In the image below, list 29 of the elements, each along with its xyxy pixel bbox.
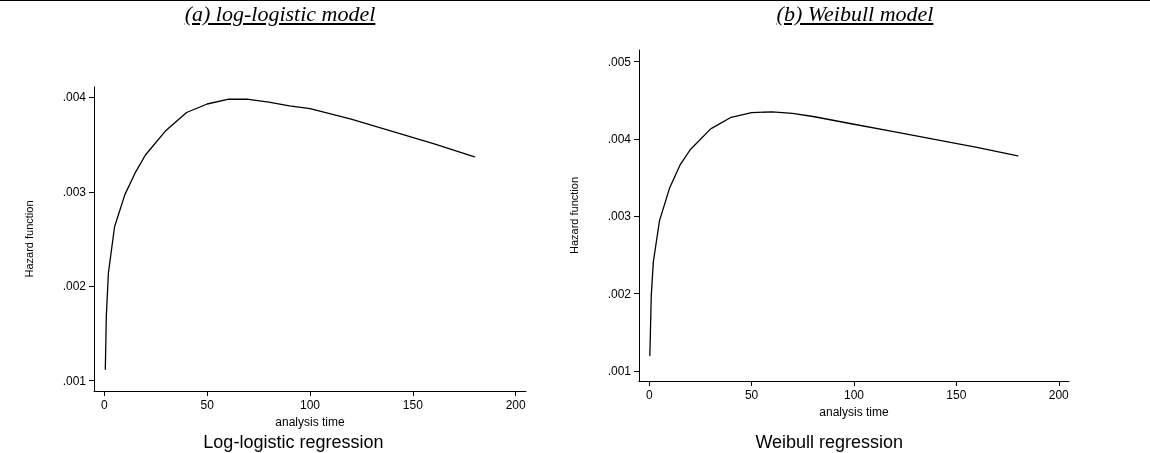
- line-series: [649, 111, 1019, 357]
- chart-title: (a) log-logistic model: [183, 1, 377, 27]
- y-tick-label: .004: [607, 131, 632, 146]
- x-tick-label: 200: [505, 398, 527, 412]
- y-tick-label: .001: [62, 373, 87, 388]
- x-tick-label: 0: [100, 398, 108, 412]
- y-tick-label: .002: [62, 279, 87, 294]
- text: Log-logistic regression: [203, 432, 384, 452]
- y-tick-label: .003: [607, 209, 632, 224]
- chart-title: (b) Weibull model: [775, 1, 935, 27]
- x-tick-label: 100: [299, 398, 321, 412]
- x-tick-label: 150: [402, 398, 424, 412]
- line-series: [104, 98, 476, 370]
- y-axis-title: Hazard function: [567, 176, 580, 255]
- x-tick-label: 200: [1048, 388, 1070, 402]
- x-tick-label: 50: [200, 398, 215, 412]
- x-tick-label: 100: [843, 388, 865, 402]
- x-axis-title: analysis time: [275, 414, 345, 429]
- x-axis-title: analysis time: [819, 404, 889, 419]
- y-tick-label: .003: [62, 184, 87, 199]
- x-tick-label: 150: [946, 388, 967, 402]
- text: Weibull regression: [755, 432, 904, 452]
- x-tick-label: 50: [744, 388, 759, 402]
- y-axis-title: Hazard function: [22, 200, 35, 278]
- x-tick-label: 0: [645, 388, 653, 402]
- y-tick-label: .002: [607, 286, 632, 301]
- y-tick-label: .004: [62, 90, 87, 105]
- y-tick-label: .005: [607, 54, 632, 69]
- y-tick-label: .001: [607, 363, 632, 378]
